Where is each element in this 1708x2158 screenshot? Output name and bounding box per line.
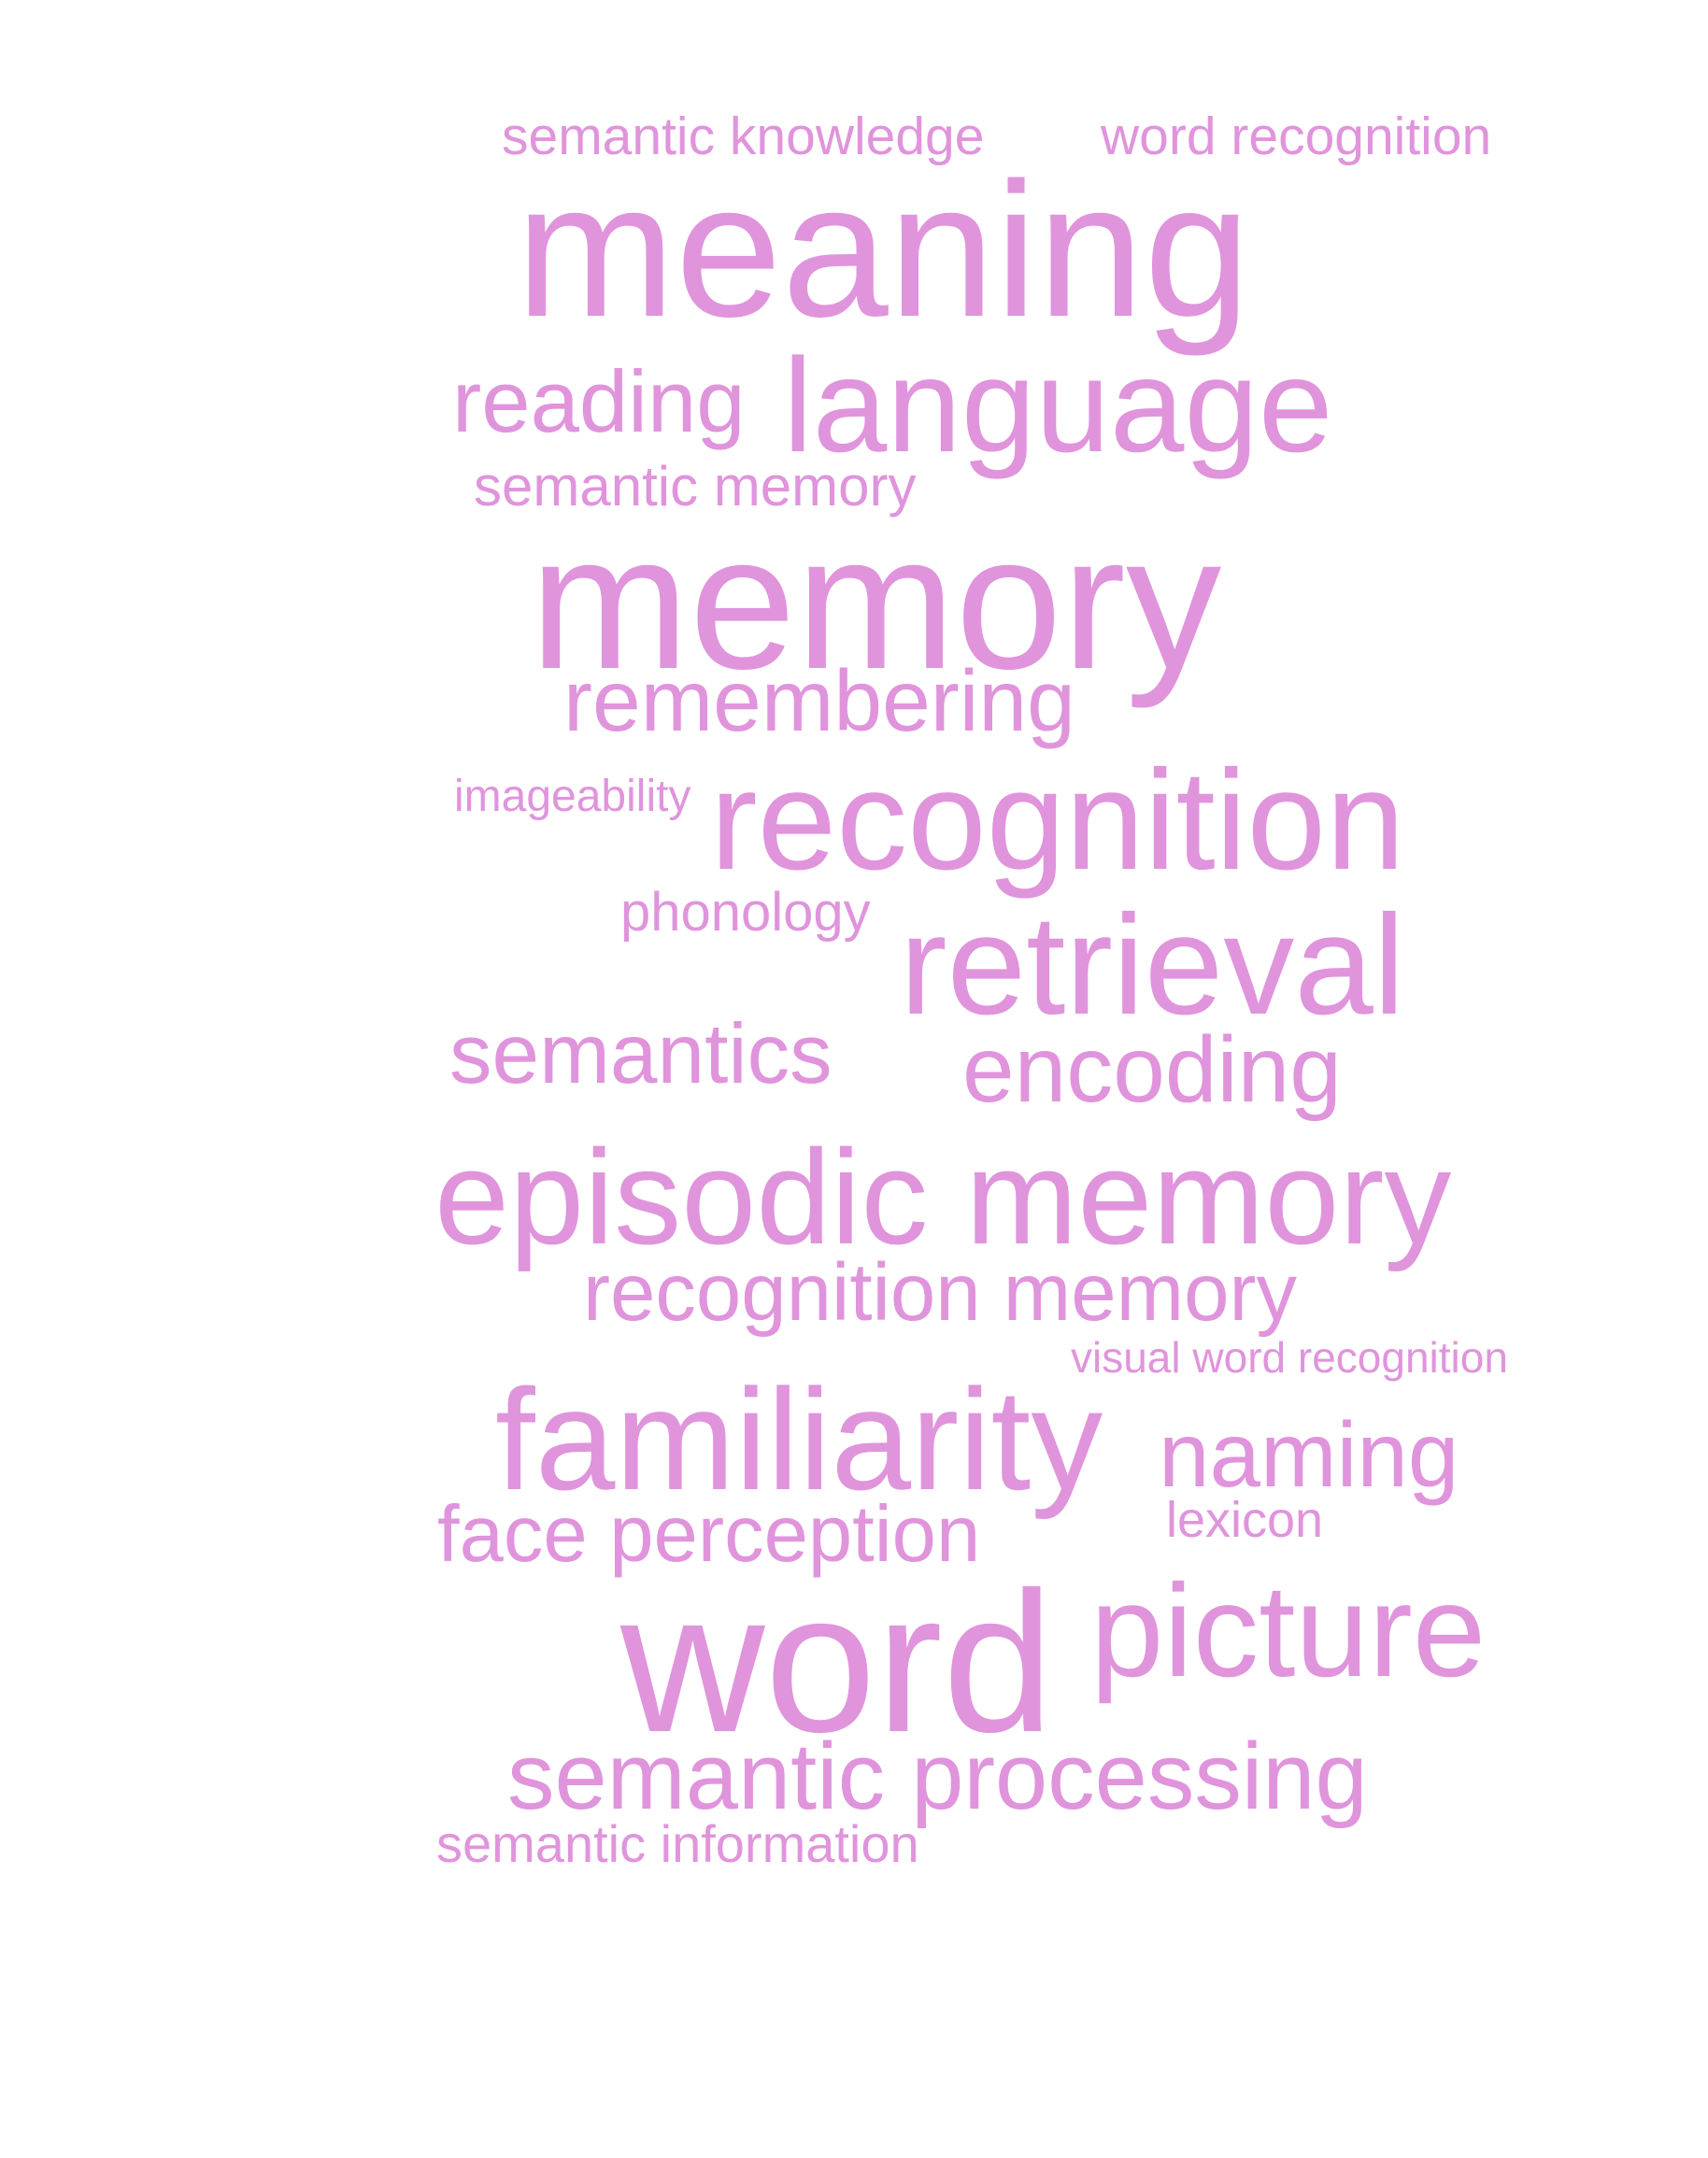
cloud-word-semantic-knowledge: semantic knowledge [502, 106, 985, 166]
cloud-word-phonology: phonology [620, 882, 871, 943]
cloud-word-picture: picture [1090, 1556, 1487, 1704]
cloud-word-semantic-memory: semantic memory [474, 455, 917, 518]
cloud-word-retrieval: retrieval [900, 886, 1405, 1044]
cloud-word-memory: memory [530, 495, 1222, 709]
cloud-word-word: word [620, 1551, 1054, 1774]
cloud-word-recognition: recognition [710, 741, 1405, 900]
cloud-word-language: language [783, 332, 1333, 480]
cloud-word-meaning: meaning [516, 143, 1251, 357]
cloud-word-semantic-information: semantic information [436, 1814, 919, 1873]
cloud-word-visual-word-recognition: visual word recognition [1071, 1333, 1508, 1382]
cloud-word-semantic-processing: semantic processing [507, 1725, 1368, 1829]
cloud-word-familiarity: familiarity [495, 1359, 1103, 1520]
cloud-word-face-perception: face perception [437, 1490, 981, 1579]
cloud-word-semantics: semantics [449, 1007, 833, 1101]
cloud-word-reading: reading [452, 352, 746, 450]
cloud-word-imageability: imageability [454, 772, 691, 821]
cloud-word-word-recognition: word recognition [1101, 106, 1492, 166]
cloud-word-encoding: encoding [962, 1017, 1342, 1122]
cloud-word-episodic-memory: episodic memory [434, 1122, 1452, 1272]
cloud-word-remembering: remembering [563, 652, 1075, 749]
cloud-word-recognition-memory: recognition memory [583, 1247, 1297, 1338]
cloud-word-naming: naming [1159, 1403, 1459, 1506]
cloud-word-lexicon: lexicon [1166, 1492, 1324, 1548]
